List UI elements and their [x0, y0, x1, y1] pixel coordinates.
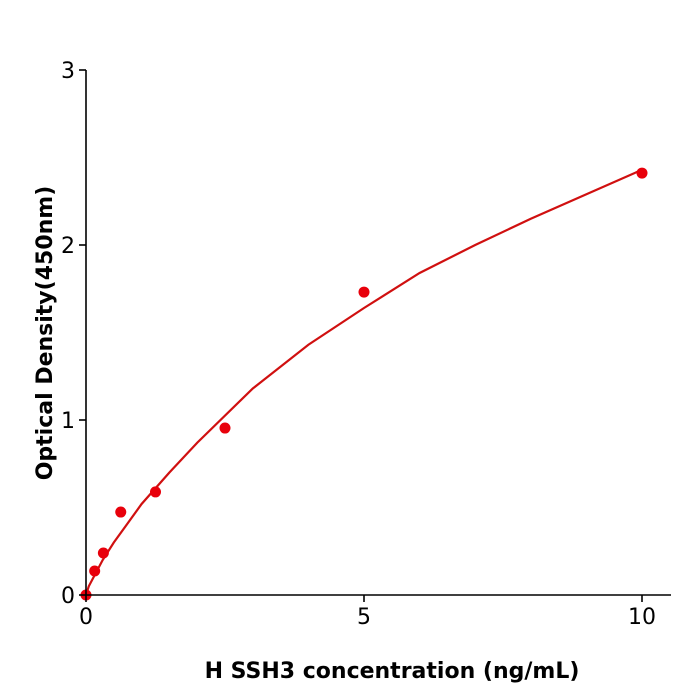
data-point [636, 167, 648, 179]
x-tick-label: 10 [628, 605, 656, 630]
data-point [89, 565, 101, 577]
y-tick-label: 1 [61, 409, 75, 434]
y-tick-label: 3 [61, 59, 75, 84]
x-tick-label: 5 [357, 605, 371, 630]
y-tick-label: 2 [61, 234, 75, 259]
data-point [150, 486, 161, 498]
x-tick-label: 0 [79, 605, 93, 630]
data-point [358, 286, 370, 298]
x-axis-label: H SSH3 concentration (ng/mL) [205, 659, 580, 684]
fit-curve [84, 168, 643, 596]
y-axis-label: Optical Density(450nm) [33, 186, 58, 481]
y-tick-label: 0 [61, 584, 75, 609]
data-point [97, 547, 109, 559]
data-point [219, 422, 231, 434]
data-point [115, 506, 127, 518]
